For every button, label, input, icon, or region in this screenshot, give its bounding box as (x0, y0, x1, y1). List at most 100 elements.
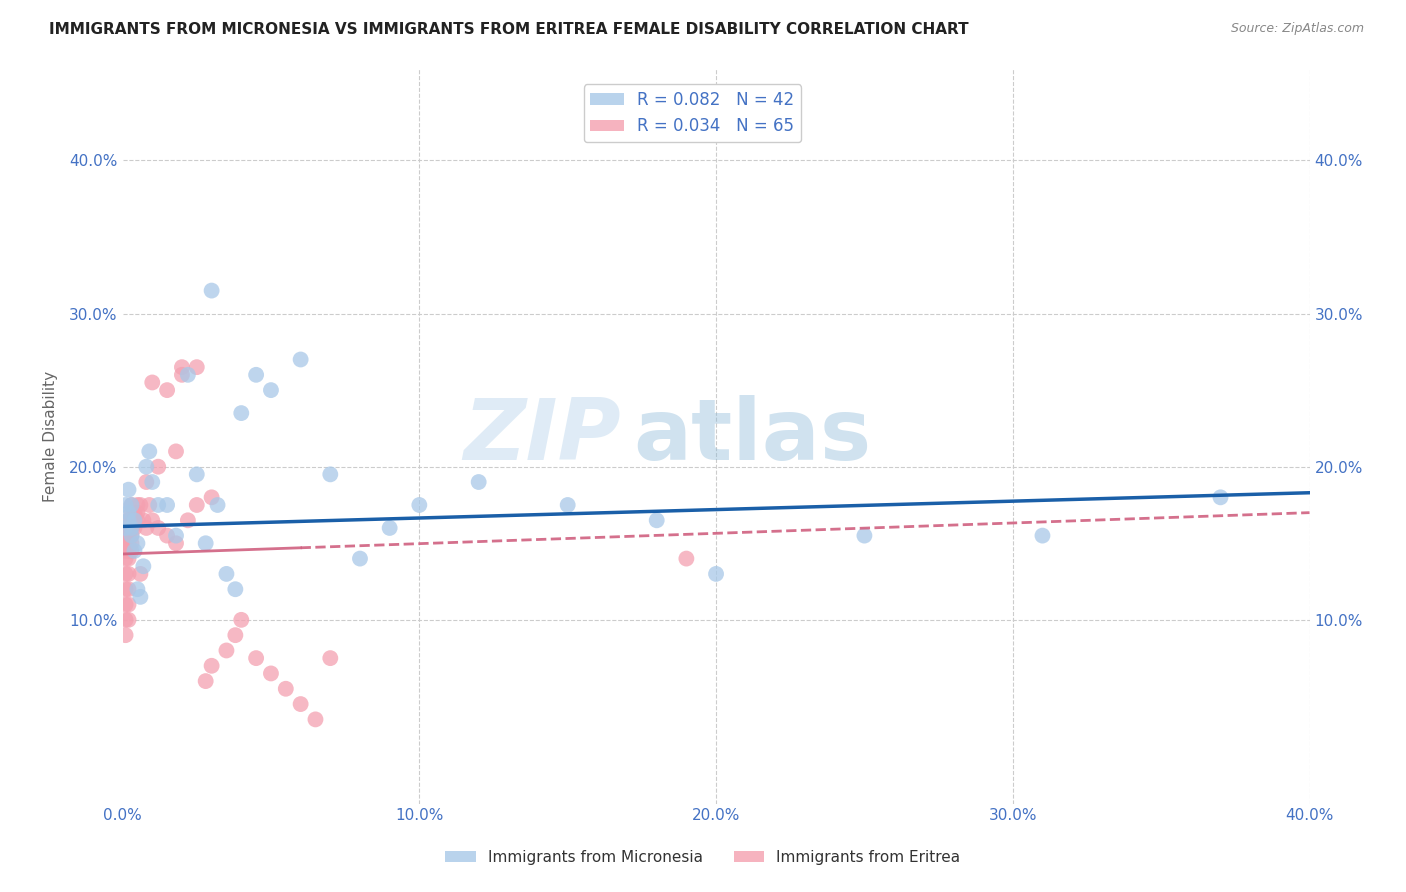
Point (156, 498, 179, 512)
Point (117, 566, 139, 581)
Point (148, 521, 170, 535)
Point (114, 528, 136, 542)
Text: ZIP: ZIP (464, 394, 621, 477)
Point (245, 651, 267, 665)
Point (117, 506, 139, 520)
Point (141, 475, 163, 489)
Point (1031, 528, 1053, 542)
Point (207, 498, 229, 512)
Point (117, 544, 139, 558)
Point (231, 613, 253, 627)
Point (135, 459, 157, 474)
Point (124, 513, 146, 527)
Point (127, 498, 149, 512)
Point (127, 536, 149, 550)
Point (177, 513, 200, 527)
Point (114, 521, 136, 535)
Point (319, 651, 342, 665)
Point (117, 613, 139, 627)
Point (186, 360, 208, 375)
Point (349, 551, 371, 566)
Point (138, 444, 160, 458)
Point (186, 467, 208, 482)
Point (121, 544, 143, 558)
Point (132, 559, 155, 574)
Point (121, 536, 143, 550)
Point (408, 498, 430, 512)
Point (124, 544, 146, 558)
Point (127, 513, 149, 527)
Point (245, 368, 267, 382)
Point (121, 528, 143, 542)
Point (114, 613, 136, 627)
Legend: R = 0.082   N = 42, R = 0.034   N = 65: R = 0.082 N = 42, R = 0.034 N = 65 (583, 84, 801, 142)
Point (114, 598, 136, 612)
Point (114, 628, 136, 642)
Point (260, 383, 283, 397)
Point (117, 513, 139, 527)
Point (121, 521, 143, 535)
Point (138, 498, 160, 512)
Point (319, 467, 342, 482)
Point (704, 566, 727, 581)
Point (141, 376, 163, 390)
Point (156, 528, 179, 542)
Point (127, 506, 149, 520)
Point (290, 352, 312, 367)
Point (215, 566, 238, 581)
Point (165, 528, 187, 542)
Y-axis label: Female Disability: Female Disability (44, 370, 58, 501)
Point (201, 284, 224, 298)
Point (215, 643, 238, 657)
Point (117, 521, 139, 535)
Point (1209, 491, 1232, 505)
Point (165, 536, 187, 550)
Point (201, 658, 224, 673)
Point (117, 582, 139, 597)
Point (148, 459, 170, 474)
Point (170, 360, 193, 375)
Point (121, 521, 143, 535)
Point (117, 536, 139, 550)
Point (114, 544, 136, 558)
Point (186, 498, 208, 512)
Point (675, 551, 697, 566)
Point (224, 582, 246, 597)
Point (141, 513, 163, 527)
Text: Source: ZipAtlas.com: Source: ZipAtlas.com (1230, 22, 1364, 36)
Legend: Immigrants from Micronesia, Immigrants from Eritrea: Immigrants from Micronesia, Immigrants f… (439, 844, 967, 871)
Point (129, 498, 152, 512)
Point (114, 551, 136, 566)
Point (124, 521, 146, 535)
Point (121, 513, 143, 527)
Point (114, 498, 136, 512)
Point (117, 528, 139, 542)
Point (117, 598, 139, 612)
Point (378, 521, 401, 535)
Point (274, 681, 297, 696)
Point (114, 566, 136, 581)
Point (177, 368, 200, 382)
Point (129, 566, 152, 581)
Point (121, 498, 143, 512)
Point (117, 551, 139, 566)
Point (121, 506, 143, 520)
Point (853, 528, 876, 542)
Point (117, 513, 139, 527)
Point (224, 628, 246, 642)
Point (132, 513, 155, 527)
Point (114, 582, 136, 597)
Point (194, 536, 217, 550)
Text: IMMIGRANTS FROM MICRONESIA VS IMMIGRANTS FROM ERITREA FEMALE DISABILITY CORRELAT: IMMIGRANTS FROM MICRONESIA VS IMMIGRANTS… (49, 22, 969, 37)
Point (129, 590, 152, 604)
Point (645, 513, 668, 527)
Point (201, 491, 224, 505)
Point (260, 666, 283, 681)
Point (127, 582, 149, 597)
Point (148, 498, 170, 512)
Point (194, 674, 217, 689)
Point (170, 368, 193, 382)
Point (290, 697, 312, 711)
Point (124, 506, 146, 520)
Point (557, 498, 579, 512)
